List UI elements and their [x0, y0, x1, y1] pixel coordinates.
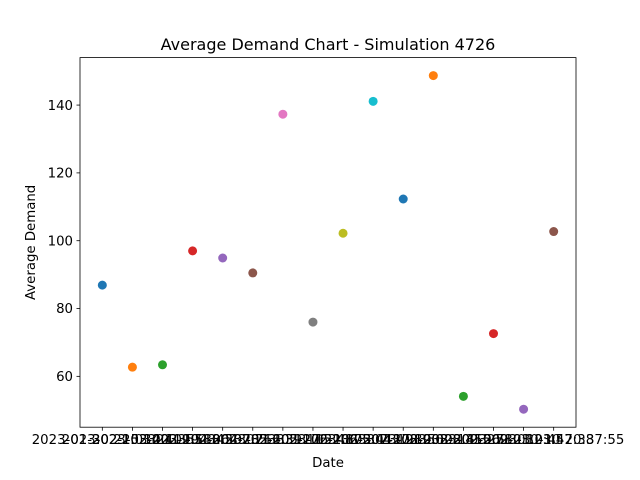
- x-tick-label: 2023-03-02 09:18:42: [92, 433, 233, 448]
- x-axis-title: Date: [312, 456, 344, 471]
- x-tick-label: 2023-08-20 15:58:03: [393, 433, 534, 448]
- data-point: [218, 253, 228, 263]
- data-point: [368, 96, 378, 106]
- x-tick-label: 2023-05-27 22:17:30: [242, 433, 383, 448]
- data-points: [97, 71, 559, 414]
- x-tick-label: 2023-03-19 18:53:07: [122, 433, 263, 448]
- data-point: [158, 360, 168, 370]
- y-tick-label: 60: [56, 370, 73, 385]
- y-axis-title: Average Demand: [24, 185, 39, 300]
- y-tick-label: 100: [48, 234, 73, 249]
- x-tick-label: 2023-02-15 14:41:55: [62, 433, 203, 448]
- data-point: [278, 109, 288, 119]
- data-point: [127, 362, 137, 372]
- data-point: [308, 317, 318, 327]
- y-tick-label: 120: [48, 167, 73, 182]
- plot-frame: [79, 57, 577, 428]
- data-point: [188, 246, 198, 256]
- data-point: [549, 227, 559, 237]
- x-tick-label: 2023-01-30 21:03:21: [32, 433, 173, 448]
- data-point: [97, 280, 107, 290]
- data-point: [458, 391, 468, 401]
- x-tick-label: 2023-06-13 05:44:19: [272, 433, 413, 448]
- x-tick-label: 2023-05-10 11:05:48: [212, 433, 353, 448]
- y-axis-ticks: 60 80 100 120 140: [48, 99, 80, 385]
- data-point: [428, 71, 438, 81]
- chart-title: Average Demand Chart - Simulation 4726: [161, 35, 496, 54]
- data-point: [248, 268, 258, 278]
- x-tick-label: 2023-09-23 03:47:38: [453, 433, 594, 448]
- data-point: [488, 329, 498, 339]
- x-tick-label: 2023-07-17 19:02:14: [333, 433, 474, 448]
- data-point: [398, 194, 408, 204]
- x-tick-label: 2023-08-03 08:35:27: [363, 433, 504, 448]
- x-tick-label: 2023-10-10 20:37:55: [483, 433, 624, 448]
- data-point: [338, 228, 348, 238]
- x-tick-label: 2023-09-06 10:12:45: [423, 433, 564, 448]
- x-tick-label: 2023-06-30 13:28:56: [303, 433, 444, 448]
- y-tick-label: 80: [56, 302, 73, 317]
- plot-area: [80, 57, 576, 428]
- y-tick-label: 140: [48, 99, 73, 114]
- data-point: [519, 404, 529, 414]
- x-tick-label: 2023-04-23 16:39:11: [182, 433, 323, 448]
- x-tick-label: 2023-04-06 07:26:33: [152, 433, 293, 448]
